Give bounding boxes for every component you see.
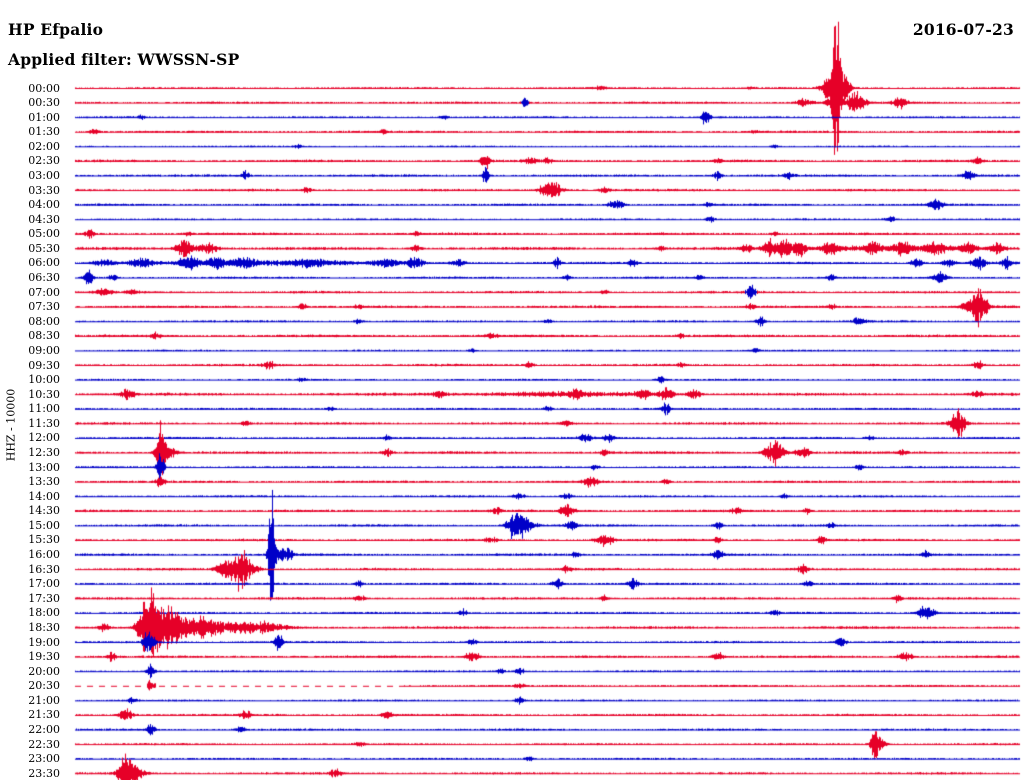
time-label: 17:00 [28,577,60,591]
time-label: 08:30 [28,329,60,343]
time-label: 15:30 [28,533,60,547]
time-label: 22:30 [28,737,60,751]
time-label: 15:00 [28,518,60,532]
time-label: 14:00 [28,489,60,503]
time-label: 10:00 [28,373,60,387]
time-label: 00:30 [28,96,60,110]
time-label: 17:30 [28,591,60,605]
time-label: 08:00 [28,314,60,328]
time-label: 06:00 [28,256,60,270]
time-label: 09:00 [28,343,60,357]
time-label: 00:00 [28,81,60,95]
date-label: 2016-07-23 [912,20,1014,39]
time-label: 21:30 [28,708,60,722]
time-label: 12:00 [28,431,60,445]
time-label: 04:30 [28,212,60,226]
time-label: 18:30 [28,620,60,634]
time-label: 13:30 [28,475,60,489]
time-label: 01:30 [28,125,60,139]
time-label: 10:30 [28,387,60,401]
time-label: 11:00 [28,402,60,416]
time-label: 23:00 [28,752,60,766]
time-label: 12:30 [28,446,60,459]
time-label: 06:30 [28,271,60,285]
time-label: 16:00 [28,548,60,562]
time-label: 03:30 [28,183,60,197]
time-label: 05:30 [28,241,60,255]
time-label: 07:30 [28,300,60,314]
time-label: 02:00 [28,139,60,153]
time-label: 11:30 [28,416,60,430]
station-title: HP Efpalio [8,20,104,39]
time-label: 13:00 [28,460,60,474]
time-label: 16:30 [28,562,60,576]
time-label: 07:00 [28,285,60,299]
time-label: 20:30 [28,679,60,693]
time-label: 19:00 [28,635,60,649]
filter-label: Applied filter: WWSSN-SP [8,50,240,69]
time-label: 21:00 [28,693,60,707]
time-axis: 00:00 00:30 01:00 01:30 02:00 02:30 03:00 03:30… [0,0,60,780]
time-label: 05:00 [28,227,60,241]
time-label: 20:00 [28,664,60,678]
time-label: 23:30 [28,766,60,780]
time-label: 04:00 [28,198,60,212]
time-label: 18:00 [28,606,60,620]
time-label: 14:30 [28,504,60,518]
time-label: 22:00 [28,723,60,737]
time-label: 01:00 [28,110,60,124]
time-label: 19:30 [28,650,60,664]
time-label: 03:00 [28,168,60,182]
time-label: 09:30 [28,358,60,372]
time-label: 02:30 [28,154,60,168]
